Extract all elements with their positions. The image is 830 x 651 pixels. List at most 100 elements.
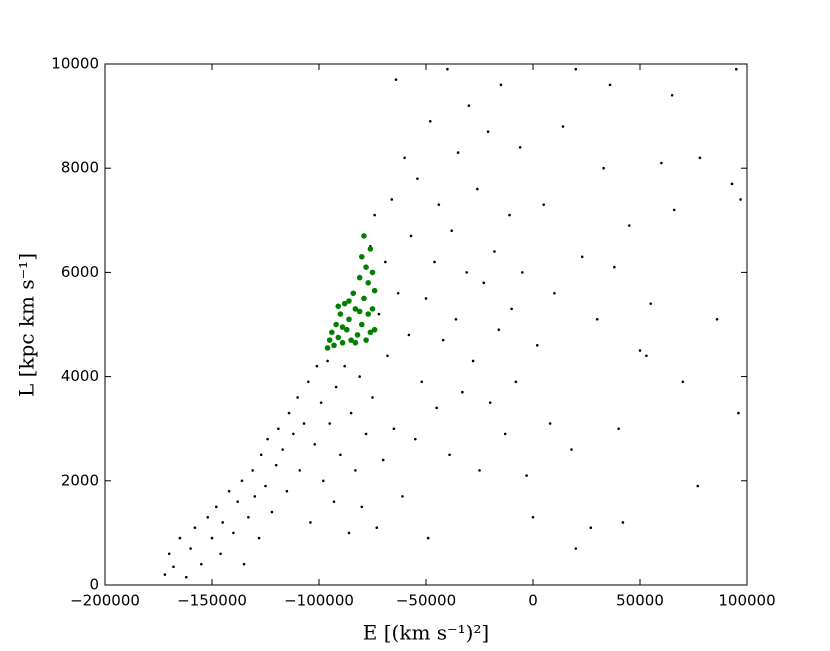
point [649,302,652,305]
point [253,495,257,498]
point [645,354,648,358]
point [302,422,306,425]
point [358,375,361,378]
point [670,93,674,97]
point [236,500,239,503]
point [281,448,284,451]
point [214,505,218,509]
y-tick-label: 2000 [61,471,99,489]
point [660,161,663,165]
point [394,78,398,81]
point [371,326,378,333]
point [344,326,350,333]
point [373,213,376,217]
point [535,344,539,347]
point [339,339,346,346]
point [384,260,387,264]
point [553,291,556,295]
point [482,281,486,285]
y-tick-label: 4000 [61,367,99,385]
point [321,479,325,483]
point [339,453,342,457]
point [375,526,379,529]
point [510,307,513,311]
point [433,260,436,264]
point [259,453,263,457]
point [570,448,573,451]
point [257,536,261,540]
point [435,406,439,410]
point [371,396,374,399]
point [363,264,369,270]
point [240,479,244,483]
point [446,67,449,71]
point [369,269,376,276]
point [359,253,365,260]
point [737,411,740,415]
point [499,83,503,87]
point [266,437,269,441]
point [356,274,363,281]
point [735,67,738,71]
point [242,562,246,566]
point [739,198,742,201]
point [403,156,406,160]
point [508,213,511,217]
point [386,354,389,358]
point [200,562,203,566]
point [416,177,419,180]
point [589,526,593,529]
point [621,521,625,524]
point [414,437,417,441]
point [334,385,338,389]
point [486,130,490,134]
point [274,463,278,467]
point [348,337,354,343]
point [332,500,336,503]
point [409,234,413,238]
point [315,364,319,368]
point [350,290,357,297]
point [461,390,464,394]
point [369,306,376,312]
point [354,332,361,338]
y-tick-label: 0 [89,576,99,594]
point [307,380,310,384]
point [367,246,374,252]
point [328,422,332,425]
point [360,505,364,509]
point [227,489,231,493]
point [335,334,342,341]
point [401,495,404,498]
point [476,187,479,191]
x-tick-label: −200000 [70,592,140,610]
point [730,182,734,186]
point [396,291,400,295]
point [247,515,250,519]
point [189,547,192,550]
point [467,104,471,107]
y-tick-label: 8000 [61,159,99,177]
point [574,67,578,71]
point [346,316,352,323]
point [219,552,222,556]
point [497,328,501,332]
point [377,312,381,316]
point [349,411,353,415]
point [450,229,453,233]
point [488,401,492,404]
point [465,271,468,274]
point [628,224,631,227]
point [441,338,445,342]
point [363,337,369,343]
plot-frame [104,63,748,586]
point [319,401,323,404]
point [525,474,528,477]
point [337,311,344,317]
point [561,125,565,128]
point [296,396,299,399]
point [324,345,331,351]
point [365,311,372,317]
point [346,298,352,304]
